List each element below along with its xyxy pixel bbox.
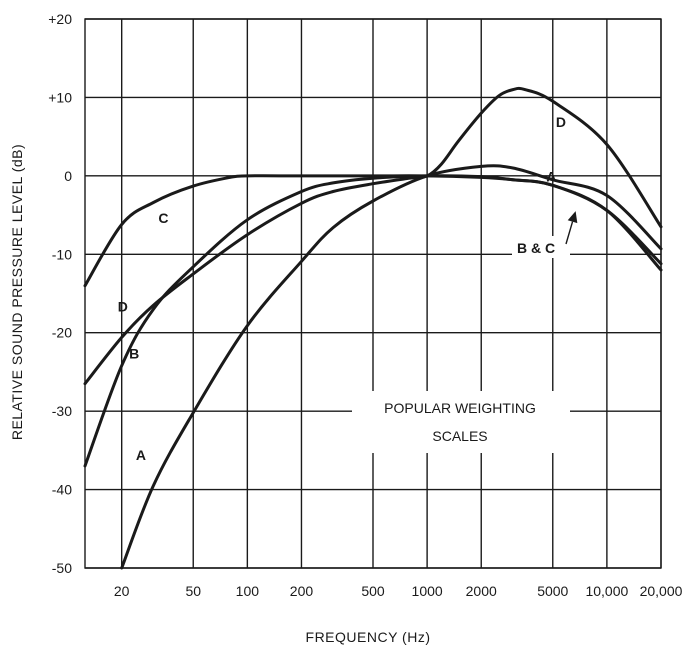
- curve-label-a: A: [546, 168, 556, 184]
- y-tick-label: -50: [52, 560, 72, 576]
- x-tick-label: 10,000: [585, 583, 628, 599]
- y-tick-label: +20: [48, 11, 72, 27]
- bc-arrowhead: [567, 211, 578, 224]
- curve-label-a: A: [136, 447, 146, 463]
- x-tick-label: 200: [290, 583, 314, 599]
- x-tick-label: 2000: [466, 583, 497, 599]
- bc-label-background: [512, 236, 570, 258]
- curve-label-b: B: [129, 346, 139, 362]
- y-tick-label: -40: [52, 482, 72, 498]
- y-axis-title: RELATIVE SOUND PRESSURE LEVEL (dB): [9, 144, 25, 440]
- annotation-background: [352, 391, 570, 453]
- annotation-line-2: SCALES: [432, 428, 487, 444]
- curve-c: [83, 174, 663, 288]
- y-tick-label: -10: [52, 246, 72, 262]
- x-tick-label: 20: [114, 583, 130, 599]
- y-tick-label: 0: [64, 168, 72, 184]
- x-tick-label: 20,000: [640, 583, 683, 599]
- annotation-line-1: POPULAR WEIGHTING: [384, 400, 536, 416]
- y-tick-label: -20: [52, 325, 72, 341]
- x-tick-label: 1000: [412, 583, 443, 599]
- annotation-box: POPULAR WEIGHTING SCALES: [352, 391, 570, 453]
- x-tick-label: 100: [236, 583, 260, 599]
- x-axis-ticks: 20 50 100 200 500 1000 2000 5000 10,000 20,000: [114, 583, 683, 599]
- grid: [84, 18, 662, 569]
- y-tick-label: -30: [52, 403, 72, 419]
- curve-labels: C D B A D A: [118, 114, 566, 463]
- bc-label: B & C: [517, 240, 555, 256]
- bc-arrow-line: [565, 221, 574, 245]
- curve-label-d: D: [118, 299, 128, 315]
- bc-callout: B & C: [512, 211, 578, 258]
- curve-a: [120, 164, 663, 570]
- y-axis-ticks: +20 +10 0 -10 -20 -30 -40 -50: [48, 11, 72, 576]
- curve-label-d: D: [556, 114, 566, 130]
- curves: [83, 86, 663, 570]
- x-tick-label: 50: [185, 583, 201, 599]
- curve-d: [83, 86, 663, 386]
- curve-label-c: C: [158, 210, 168, 226]
- x-axis-title: FREQUENCY (Hz): [306, 629, 431, 645]
- x-tick-label: 500: [361, 583, 385, 599]
- x-tick-label: 5000: [537, 583, 568, 599]
- y-tick-label: +10: [48, 89, 72, 105]
